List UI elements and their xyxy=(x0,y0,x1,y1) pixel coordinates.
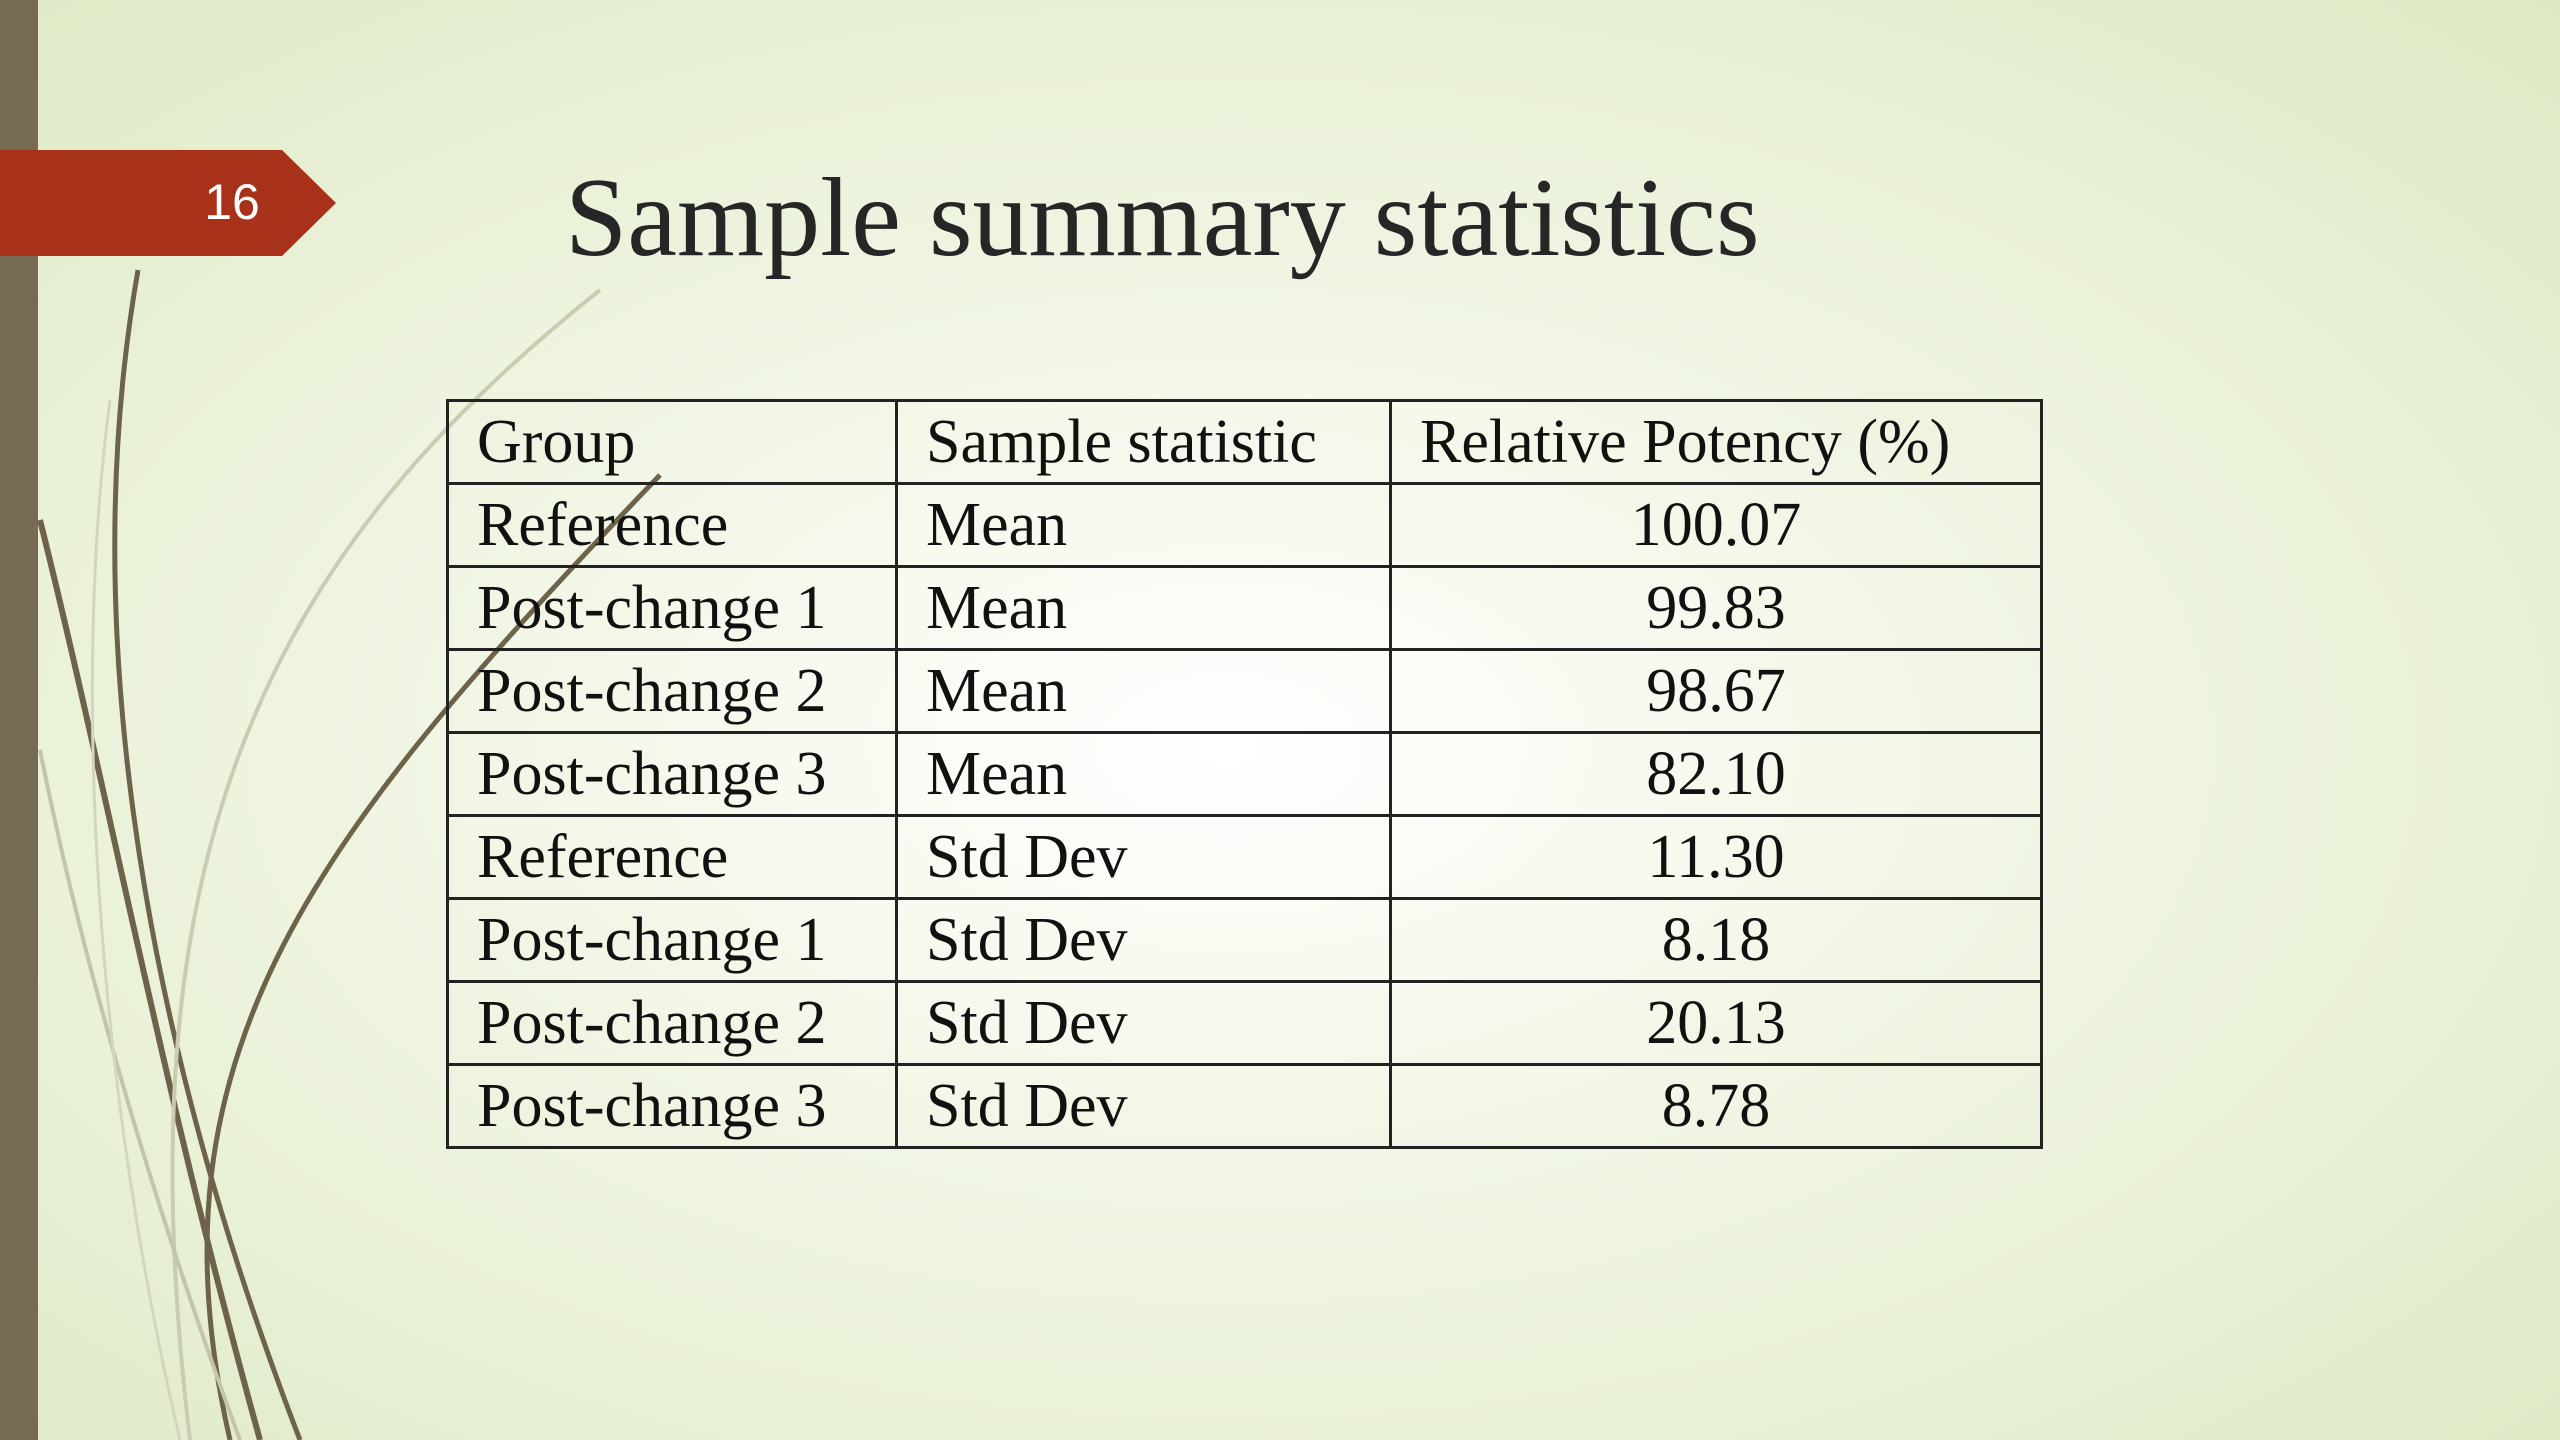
statistics-table: Group Sample statistic Relative Potency … xyxy=(446,399,2043,1149)
cell-statistic: Mean xyxy=(895,731,1392,817)
cell-value: 8.18 xyxy=(1389,897,2043,983)
cell-group: Post-change 2 xyxy=(446,648,898,734)
cell-group: Reference xyxy=(446,814,898,900)
table-row: Post-change 3 Std Dev 8.78 xyxy=(446,1063,2043,1149)
table-row: Post-change 3 Mean 82.10 xyxy=(446,731,2043,817)
cell-group: Post-change 3 xyxy=(446,1063,898,1149)
curve-2 xyxy=(37,519,263,1440)
table-row: Post-change 2 Std Dev 20.13 xyxy=(446,980,2043,1066)
cell-group: Reference xyxy=(446,482,898,568)
cell-value: 100.07 xyxy=(1389,482,2043,568)
curve-6 xyxy=(90,399,182,1440)
cell-statistic: Mean xyxy=(895,482,1392,568)
header-relative-potency: Relative Potency (%) xyxy=(1389,399,2043,485)
slide-number: 16 xyxy=(204,174,260,230)
cell-group: Post-change 1 xyxy=(446,565,898,651)
slide-number-tag xyxy=(0,150,336,256)
cell-value: 20.13 xyxy=(1389,980,2043,1066)
curve-5 xyxy=(38,749,242,1440)
cell-value: 8.78 xyxy=(1389,1063,2043,1149)
table-row: Post-change 1 Std Dev 8.18 xyxy=(446,897,2043,983)
cell-value: 98.67 xyxy=(1389,648,2043,734)
cell-statistic: Std Dev xyxy=(895,897,1392,983)
table-row: Post-change 1 Mean 99.83 xyxy=(446,565,2043,651)
cell-statistic: Std Dev xyxy=(895,814,1392,900)
cell-group: Post-change 3 xyxy=(446,731,898,817)
slide-title: Sample summary statistics xyxy=(565,156,1760,280)
cell-value: 11.30 xyxy=(1389,814,2043,900)
table-row: Reference Mean 100.07 xyxy=(446,482,2043,568)
table-header-row: Group Sample statistic Relative Potency … xyxy=(446,399,2043,485)
cell-statistic: Mean xyxy=(895,565,1392,651)
cell-value: 82.10 xyxy=(1389,731,2043,817)
cell-group: Post-change 1 xyxy=(446,897,898,983)
table-row: Post-change 2 Mean 98.67 xyxy=(446,648,2043,734)
cell-statistic: Mean xyxy=(895,648,1392,734)
cell-group: Post-change 2 xyxy=(446,980,898,1066)
curve-1 xyxy=(112,269,303,1440)
header-sample-statistic: Sample statistic xyxy=(895,399,1392,485)
header-group: Group xyxy=(446,399,898,485)
table-row: Reference Std Dev 11.30 xyxy=(446,814,2043,900)
cell-statistic: Std Dev xyxy=(895,1063,1392,1149)
cell-value: 99.83 xyxy=(1389,565,2043,651)
cell-statistic: Std Dev xyxy=(895,980,1392,1066)
